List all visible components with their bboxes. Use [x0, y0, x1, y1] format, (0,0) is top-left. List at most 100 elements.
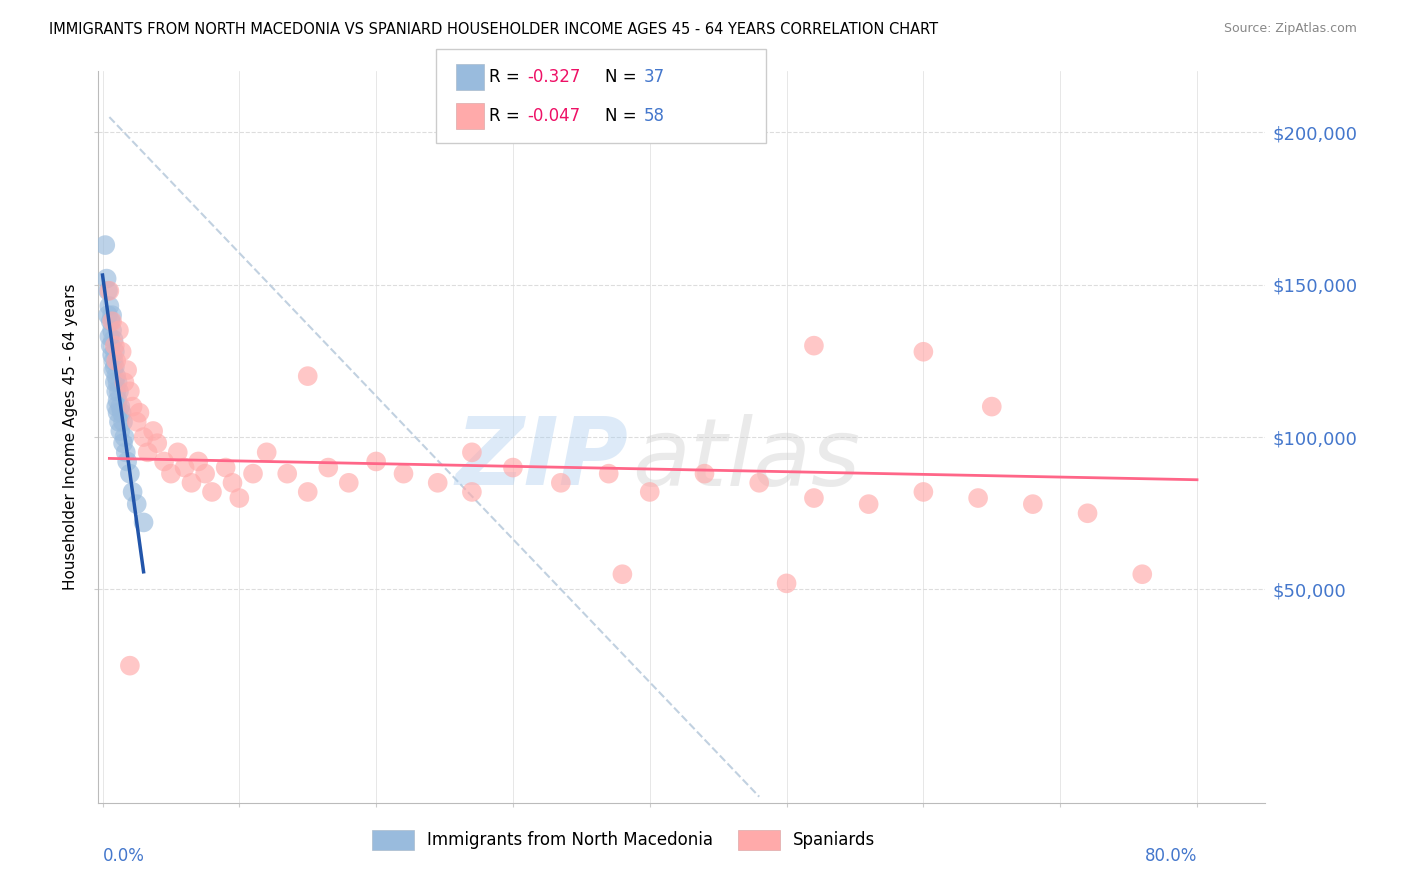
Point [111, 344, 134, 359]
Point [136, 445, 159, 459]
Point [96, 271, 118, 285]
Point [316, 460, 339, 475]
Point [107, 393, 129, 408]
Text: 80.0%: 80.0% [1144, 847, 1197, 864]
Point [111, 406, 134, 420]
Point [125, 497, 148, 511]
Point [1077, 506, 1099, 520]
Point [105, 384, 128, 399]
Point [693, 467, 716, 481]
Point [967, 491, 990, 505]
Text: IMMIGRANTS FROM NORTH MACEDONIA VS SPANIARD HOUSEHOLDER INCOME AGES 45 - 64 YEAR: IMMIGRANTS FROM NORTH MACEDONIA VS SPANI… [49, 22, 938, 37]
Point [118, 467, 141, 481]
Point [103, 363, 125, 377]
Point [980, 400, 1002, 414]
Point [121, 400, 143, 414]
Text: atlas: atlas [631, 414, 860, 505]
Point [98, 329, 121, 343]
Text: N =: N = [605, 107, 641, 125]
Point [115, 454, 138, 468]
Point [912, 485, 935, 500]
Point [598, 467, 620, 481]
Point [242, 467, 264, 481]
Text: 37: 37 [644, 68, 665, 86]
Point [297, 485, 319, 500]
Point [173, 460, 195, 475]
Point [108, 384, 131, 399]
Point [461, 445, 484, 459]
Point [100, 338, 122, 352]
Point [858, 497, 880, 511]
Point [221, 475, 243, 490]
Point [128, 406, 150, 420]
Point [101, 314, 124, 328]
Point [502, 460, 524, 475]
Point [97, 284, 120, 298]
Point [366, 454, 388, 468]
Point [107, 375, 129, 389]
Point [98, 284, 121, 298]
Legend: Immigrants from North Macedonia, Spaniards: Immigrants from North Macedonia, Spaniar… [366, 823, 882, 856]
Point [101, 348, 124, 362]
Point [112, 375, 135, 389]
Point [115, 363, 138, 377]
Text: Source: ZipAtlas.com: Source: ZipAtlas.com [1223, 22, 1357, 36]
Point [461, 485, 484, 500]
Point [112, 436, 135, 450]
Point [132, 430, 155, 444]
Point [101, 308, 124, 322]
Point [118, 658, 141, 673]
Point [201, 485, 224, 500]
Point [98, 299, 121, 313]
Point [103, 333, 125, 347]
Point [108, 415, 131, 429]
Point [118, 384, 141, 399]
Point [110, 400, 132, 414]
Point [112, 430, 135, 444]
Point [803, 338, 825, 352]
Text: ZIP: ZIP [456, 413, 628, 505]
Point [112, 415, 135, 429]
Point [1022, 497, 1045, 511]
Point [337, 475, 360, 490]
Point [105, 369, 128, 384]
Point [97, 308, 120, 322]
Point [142, 424, 165, 438]
Point [276, 467, 298, 481]
Point [104, 375, 127, 389]
Point [160, 467, 183, 481]
Point [108, 323, 131, 337]
Point [1130, 567, 1153, 582]
Point [426, 475, 449, 490]
Text: R =: R = [489, 107, 526, 125]
Point [104, 359, 127, 374]
Text: N =: N = [605, 68, 641, 86]
Point [125, 415, 148, 429]
Point [912, 344, 935, 359]
Point [153, 454, 176, 468]
Point [214, 460, 236, 475]
Point [612, 567, 634, 582]
Point [101, 323, 124, 337]
Text: 0.0%: 0.0% [103, 847, 145, 864]
Point [104, 344, 127, 359]
Point [105, 400, 128, 414]
Point [297, 369, 319, 384]
Point [132, 516, 155, 530]
Text: -0.327: -0.327 [527, 68, 581, 86]
Point [187, 454, 209, 468]
Point [146, 436, 169, 450]
Y-axis label: Householder Income Ages 45 - 64 years: Householder Income Ages 45 - 64 years [63, 284, 79, 591]
Point [166, 445, 188, 459]
Point [392, 467, 415, 481]
Point [110, 424, 132, 438]
Text: R =: R = [489, 68, 526, 86]
Point [180, 475, 202, 490]
Point [94, 238, 117, 252]
Point [550, 475, 572, 490]
Point [194, 467, 217, 481]
Point [104, 338, 127, 352]
Point [748, 475, 770, 490]
Point [775, 576, 797, 591]
Text: -0.047: -0.047 [527, 107, 581, 125]
